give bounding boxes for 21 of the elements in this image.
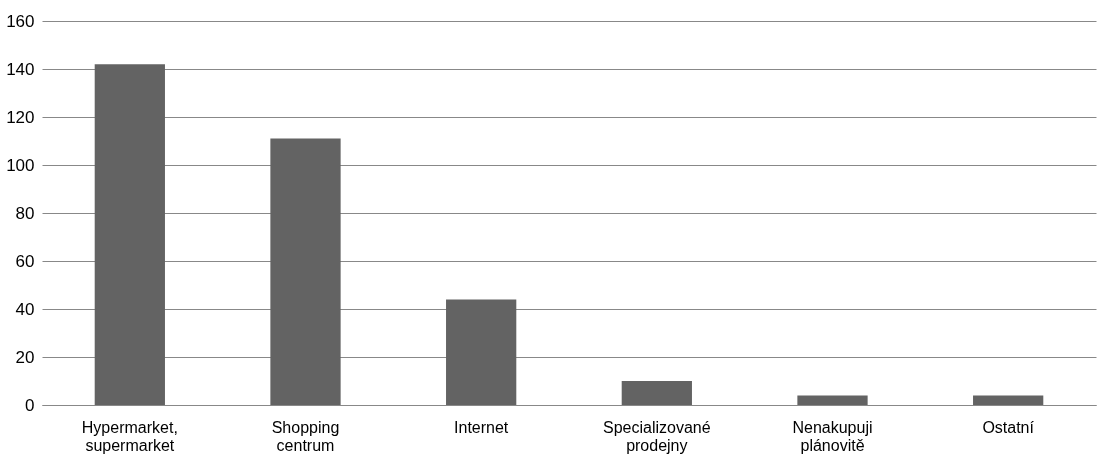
bar	[621, 381, 692, 405]
bar	[94, 64, 165, 405]
x-tick-label: Hypermarket, supermarket	[81, 418, 178, 454]
y-tick-label: 0	[25, 395, 35, 415]
bar	[270, 138, 341, 405]
bar	[973, 395, 1044, 405]
bar	[797, 395, 868, 405]
x-tick-label: Specializované prodejny	[603, 418, 711, 454]
y-tick-label: 80	[15, 203, 35, 223]
x-tick-label: Nenakupuji plánovitě	[792, 418, 873, 454]
y-tick-label: 20	[15, 347, 35, 367]
y-tick-label: 160	[6, 11, 35, 31]
y-tick-label: 60	[15, 251, 35, 271]
y-tick-label: 100	[6, 155, 35, 175]
bar	[446, 299, 517, 405]
y-tick-label: 140	[6, 59, 35, 79]
y-tick-label: 120	[6, 107, 35, 127]
x-tick-label: Internet	[454, 418, 509, 436]
y-tick-label: 40	[15, 299, 35, 319]
x-tick-label: Ostatní	[982, 418, 1035, 436]
x-tick-label: Shopping centrum	[271, 418, 340, 454]
